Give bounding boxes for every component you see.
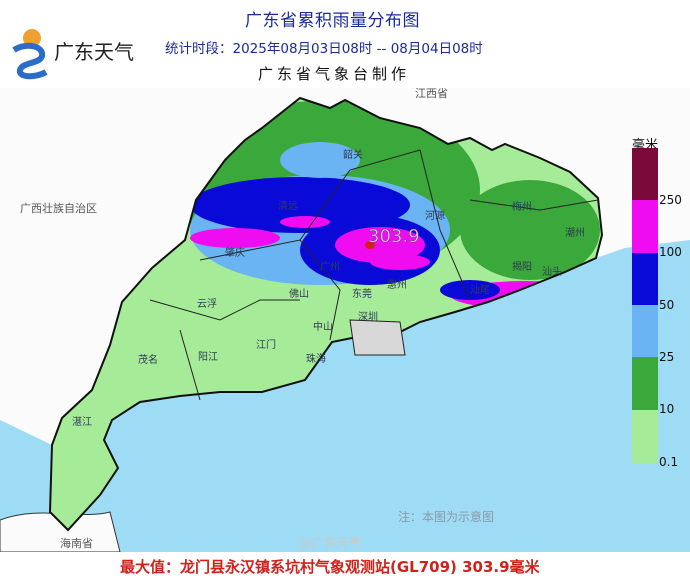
- footer: [0, 552, 690, 578]
- city-boundaries: [149, 149, 599, 401]
- city-label: 中山: [313, 320, 333, 333]
- legend-label: 25: [659, 349, 675, 364]
- city-label: 清远: [278, 199, 298, 212]
- city-label: 阳江: [198, 351, 218, 363]
- max-value-text: 最大值：龙门县永汉镇系坑村气象观测站(GL709) 303.9毫米: [120, 558, 540, 576]
- max-value-label: 303.9: [368, 226, 420, 247]
- city-label: 茂名: [138, 353, 158, 366]
- sea: [0, 240, 690, 552]
- province-label: 广西壮族自治区: [20, 201, 97, 215]
- province-label: 江西省: [415, 88, 448, 100]
- legend-label: 10: [659, 402, 675, 417]
- legend-label: 100: [659, 245, 682, 260]
- city-label: 梅州: [512, 200, 532, 213]
- city-label: 潮州: [565, 226, 585, 239]
- legend-swatch: [632, 148, 658, 201]
- legend-swatch: [632, 252, 658, 306]
- city-label: 河源: [425, 209, 445, 222]
- city-label: 江门: [256, 338, 276, 351]
- city-label: 韶关: [343, 148, 363, 161]
- province-label: 海南省: [60, 536, 93, 550]
- legend-swatch: [632, 357, 658, 411]
- guangdong-weather-logo: [12, 29, 48, 80]
- legend-swatch: [632, 304, 658, 358]
- legend-label: 250: [659, 193, 682, 207]
- hongkong-area: [349, 319, 406, 356]
- legend-label: 50: [659, 297, 675, 312]
- legend-swatch: [632, 409, 658, 463]
- logo-text: 广东天气: [54, 40, 134, 64]
- city-label: 肇庆: [225, 246, 245, 259]
- city-label: 广州: [320, 261, 340, 273]
- map-note: 注：本图为示意图: [398, 510, 495, 524]
- city-label: 揭阳: [512, 260, 532, 273]
- city-label: 珠海: [306, 352, 326, 365]
- legend-swatch: [632, 200, 658, 254]
- city-label: 云浮: [197, 298, 217, 310]
- time-period: 统计时段：2025年08月03日08时 -- 08月04日08时: [165, 41, 483, 57]
- city-label: 深圳: [358, 311, 378, 323]
- watermark: @广东天气: [300, 536, 361, 550]
- producer: 广东省气象台制作: [258, 65, 411, 83]
- map-title: 广东省累积雨量分布图: [245, 11, 420, 31]
- legend-label: 0.1: [659, 454, 679, 469]
- city-label: 佛山: [289, 287, 309, 300]
- city-label: 惠州: [387, 278, 407, 291]
- city-label: 东莞: [352, 287, 372, 300]
- city-label: 汕尾: [470, 284, 490, 296]
- rainfall-map: 江西省 广西壮族自治区 海南省 韶关 清远 河源 肇庆 广州 东莞 惠州 云浮 …: [0, 88, 690, 552]
- city-label: 汕头: [542, 266, 562, 278]
- header: 广东天气 广东省累积雨量分布图 统计时段：2025年08月03日08时 -- 0…: [0, 0, 690, 88]
- city-label: 湛江: [72, 416, 92, 428]
